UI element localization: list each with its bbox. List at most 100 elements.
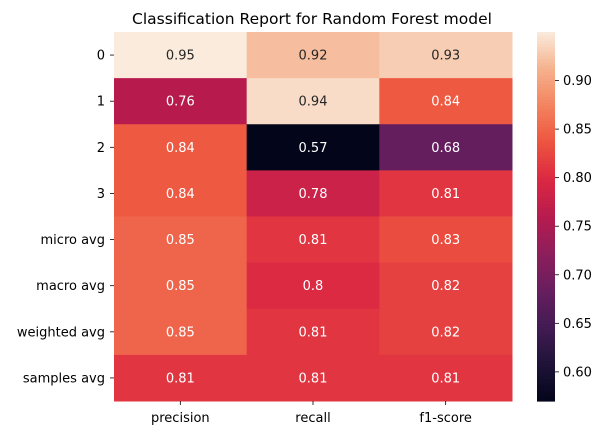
colorbar-segment	[537, 348, 555, 353]
colorbar-segment	[537, 47, 555, 52]
colorbar-segment	[537, 108, 555, 113]
cell-value-label: 0.76	[166, 95, 195, 110]
cell-value-label: 0.81	[166, 371, 195, 386]
colorbar-segment	[537, 38, 555, 42]
colorbar-segment	[537, 314, 555, 319]
cell-value-label: 0.57	[299, 141, 328, 156]
colorbar-segment	[537, 216, 555, 221]
colorbar-segment	[537, 293, 555, 298]
colorbar-segment	[537, 361, 555, 365]
colorbar-tick-label: 0.70	[563, 268, 592, 283]
colorbar-segment	[537, 167, 555, 171]
colorbar-segment	[537, 161, 555, 165]
heatmap-cell	[246, 354, 380, 402]
colorbar-segment	[537, 296, 555, 301]
colorbar-segment	[537, 391, 555, 396]
colorbar-segment	[537, 130, 555, 135]
row-tick-label: 0	[97, 49, 105, 64]
colorbar-segment	[537, 164, 555, 168]
row-tick-label: micro avg	[41, 233, 105, 248]
colorbar-segment	[537, 311, 555, 316]
row-tick-label: 2	[97, 141, 105, 156]
heatmap-cell	[379, 308, 513, 356]
heatmap-cell	[379, 78, 513, 125]
colorbar-segment	[537, 379, 555, 384]
colorbar-segment	[537, 170, 555, 175]
colorbar-segment	[537, 274, 555, 279]
colorbar-segment	[537, 394, 555, 399]
colorbar-segment	[537, 317, 555, 322]
colorbar-segment	[537, 158, 555, 162]
cell-value-label: 0.84	[431, 95, 460, 110]
colorbar-segment	[537, 364, 555, 368]
colorbar-segment	[537, 397, 555, 402]
colorbar: 0.60 0.65 0.70 0.75 0.80 0.85 0.90	[537, 32, 592, 402]
colorbar-segment	[537, 87, 555, 92]
colorbar-segment	[537, 93, 555, 98]
colorbar-segment	[537, 259, 555, 264]
cell-value-label: 0.92	[299, 49, 328, 64]
colorbar-segment	[537, 321, 555, 325]
colorbar-tick-label: 0.65	[563, 317, 592, 332]
chart-title: Classification Report for Random Forest …	[132, 10, 492, 28]
heatmap-cell	[114, 216, 248, 264]
heatmap-cell	[114, 32, 248, 79]
colorbar-segment	[537, 90, 555, 95]
colorbar-segment	[537, 327, 555, 331]
colorbar-segment	[537, 299, 555, 304]
colorbar-segment	[537, 213, 555, 218]
colorbar-segment	[537, 121, 555, 125]
colorbar-segment	[537, 65, 555, 70]
colorbar-segment	[537, 111, 555, 116]
colorbar-segment	[537, 250, 555, 254]
cell-value-label: 0.93	[431, 49, 460, 64]
colorbar-segment	[537, 75, 555, 79]
colorbar-segment	[537, 188, 555, 193]
cell-value-label: 0.84	[166, 141, 195, 156]
heatmap-cell	[114, 262, 248, 310]
colorbar-segment	[537, 290, 555, 294]
row-tick-label: macro avg	[36, 279, 105, 294]
heatmap-cell	[246, 124, 380, 171]
row-tick-labels: 0 1 2 3 micro avg macro avg weighted avg sample…	[17, 49, 114, 386]
column-tick-label: precision	[151, 411, 210, 426]
colorbar-segment	[537, 287, 555, 291]
colorbar-segment	[537, 185, 555, 190]
colorbar-segment	[537, 247, 555, 251]
colorbar-segment	[537, 238, 555, 242]
colorbar-segment	[537, 71, 555, 76]
heatmap-cell	[246, 308, 380, 356]
colorbar-segment	[537, 354, 555, 359]
colorbar-segment	[537, 228, 555, 233]
colorbar-segment	[537, 32, 555, 36]
colorbar-tick-label: 0.80	[563, 171, 592, 186]
heatmap-cell	[379, 354, 513, 402]
colorbar-segment	[537, 244, 555, 248]
colorbar-segment	[537, 96, 555, 101]
colorbar-segment	[537, 345, 555, 350]
colorbar-segment	[537, 376, 555, 381]
cell-value-label: 0.82	[431, 279, 460, 294]
colorbar-segment	[537, 201, 555, 205]
colorbar-segment	[537, 385, 555, 390]
colorbar-segment	[537, 262, 555, 267]
colorbar-segment	[537, 78, 555, 82]
heatmap-cell	[114, 124, 248, 171]
heatmap-cell	[379, 124, 513, 171]
colorbar-segment	[537, 179, 555, 184]
colorbar-segment	[537, 84, 555, 88]
colorbar-segment	[537, 330, 555, 334]
heatmap-cell	[114, 308, 248, 356]
colorbar-segment	[537, 241, 555, 245]
colorbar-segment	[537, 219, 555, 224]
colorbar-segment	[537, 142, 555, 147]
colorbar-tick-label: 0.85	[563, 123, 592, 138]
colorbar-segment	[537, 56, 555, 61]
colorbar-segment	[537, 324, 555, 328]
colorbar-segment	[537, 222, 555, 227]
colorbar-segment	[537, 133, 555, 138]
row-tick-label: 3	[97, 187, 105, 202]
colorbar-segment	[537, 44, 555, 48]
colorbar-segment	[537, 336, 555, 341]
